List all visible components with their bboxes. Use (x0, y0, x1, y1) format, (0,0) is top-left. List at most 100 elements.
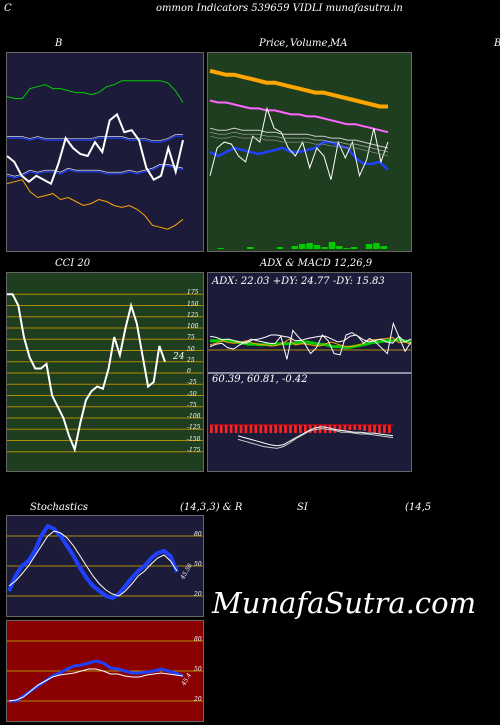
macd-hist-bar (244, 425, 248, 433)
macd-hist-bar (289, 425, 292, 433)
macd-hist-bar (383, 425, 386, 433)
cci-tick-label: 25 (187, 356, 195, 364)
volume-bar (373, 243, 380, 249)
rsi-title: SI (297, 502, 308, 513)
volume-bar (217, 248, 224, 249)
adx-series-3 (209, 321, 411, 360)
price-series-1 (209, 99, 389, 134)
volume-bar (306, 243, 313, 249)
macd-line-0 (237, 426, 394, 447)
rsi-chart (7, 640, 203, 703)
macd-hist-bar (304, 425, 307, 433)
page-title: ommon Indicators 539659 VIDLI munafasutr… (156, 3, 403, 14)
stoch-params: (14,3,3) & R (180, 502, 243, 513)
cci-tick-label: 75 (187, 334, 195, 342)
header-left-char: C (4, 3, 12, 14)
price-title-a: Price, (259, 38, 289, 49)
macd-hist-bar (343, 425, 347, 430)
macd-hist-bar (274, 425, 277, 433)
stoch-chart (7, 523, 203, 601)
stoch-tick-label: 20 (194, 591, 202, 598)
cci-tick-label: 150 (187, 300, 199, 308)
macd-hist-bar (210, 425, 213, 433)
cci-tick-label: 50 (187, 345, 195, 353)
bb-series-2-edge (7, 164, 184, 177)
price-series-4 (209, 106, 389, 180)
stoch-panel (6, 515, 204, 617)
price-title-b: Volume, (290, 38, 331, 49)
bb-title: B (55, 38, 63, 49)
volume-bar (291, 246, 298, 249)
macd-hist-bar (353, 425, 357, 430)
volume-bar (343, 248, 350, 249)
macd-hist-bar (358, 425, 362, 430)
bb-series-2 (7, 165, 184, 179)
macd-hist-bar (224, 425, 228, 433)
macd-hist-bar (284, 425, 287, 433)
macd-hist-bar (214, 425, 218, 433)
price-chart (209, 68, 389, 249)
macd-hist-bar (308, 425, 312, 433)
cci-tick-label: 125 (187, 311, 199, 319)
bb-series-4 (7, 112, 184, 186)
macd-hist-bar (219, 425, 223, 433)
bb-series-0 (7, 80, 184, 103)
ma-extra-1 (209, 131, 389, 153)
adx-values: ADX: 22.03 +DY: 24.77 -DY: 15.83 (212, 276, 385, 287)
cci-title: CCI 20 (55, 258, 91, 269)
adx-title: ADX & MACD 12,26,9 (260, 258, 373, 269)
stoch-d-line (8, 530, 178, 597)
rsi-line (9, 659, 184, 703)
stoch-tick-label: 80 (194, 531, 202, 538)
volume-bar (313, 245, 321, 249)
macd-hist-bar (229, 425, 233, 433)
right-edge-char: B (494, 38, 500, 49)
volume-bar (380, 246, 387, 249)
macd-hist-bar (373, 425, 376, 433)
bb-chart (7, 80, 184, 230)
cci-tick-label: -50 (187, 390, 197, 398)
macd-hist-bar (239, 425, 243, 433)
macd-line-1 (237, 428, 394, 449)
bb-series-1 (7, 135, 183, 143)
macd-hist-bar (264, 425, 268, 433)
cci-chart (7, 293, 203, 453)
cci-tick-label: -125 (187, 424, 201, 432)
stoch-k-line (7, 523, 179, 601)
price-series-3 (209, 140, 389, 171)
macd-hist-bar (269, 425, 273, 433)
macd-hist-bar (254, 425, 258, 433)
cci-tick-label: -100 (187, 413, 201, 420)
cci-tick-label: -150 (187, 435, 201, 443)
volume-bar (365, 244, 373, 249)
cci-tick-label: 175 (187, 289, 199, 297)
volume-bar (328, 242, 336, 249)
price-series-0 (209, 68, 388, 109)
volume-bar (321, 247, 328, 249)
macd-values: 60.39, 60.81, -0.42 (212, 374, 308, 385)
macd-hist-bar (338, 425, 342, 431)
volume-bar (336, 246, 343, 249)
macd-hist-bar (368, 425, 371, 432)
bb-series-3 (7, 179, 184, 230)
macd-hist-bar (249, 425, 253, 433)
volume-bar (276, 247, 284, 249)
volume-bar (247, 247, 254, 249)
macd-hist-bar (388, 425, 391, 433)
ma-extra-2 (209, 135, 389, 157)
adx-chart (208, 321, 411, 449)
watermark: MunafaSutra.com (212, 586, 477, 620)
macd-hist-bar (348, 425, 352, 430)
adx-panel (207, 272, 412, 472)
macd-hist-bar (259, 425, 263, 433)
bb-panel (6, 52, 204, 252)
price-panel (207, 52, 412, 252)
rsi-tick-label: 20 (194, 696, 202, 703)
rsi-tick-label: 50 (194, 666, 202, 673)
rsi-panel (6, 620, 204, 722)
cci-tick-label: -175 (187, 446, 201, 454)
rsi-tick-label: 80 (194, 636, 202, 643)
cci-line (7, 293, 166, 453)
volume-bar (299, 244, 306, 249)
macd-hist-bar (378, 425, 381, 433)
